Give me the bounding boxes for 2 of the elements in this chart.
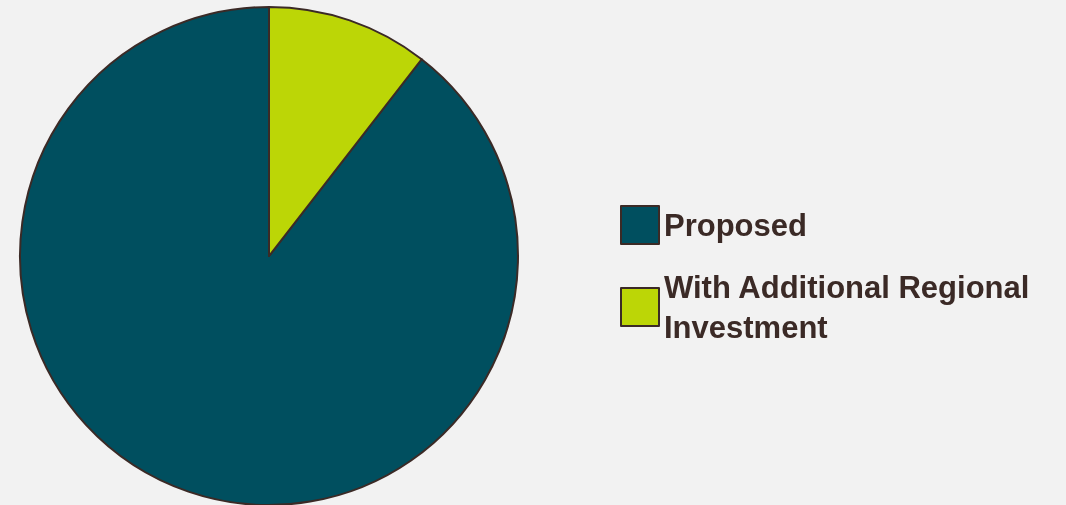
- legend-label: Proposed: [664, 207, 807, 243]
- legend-label: With Additional Regional Investment: [664, 269, 1038, 345]
